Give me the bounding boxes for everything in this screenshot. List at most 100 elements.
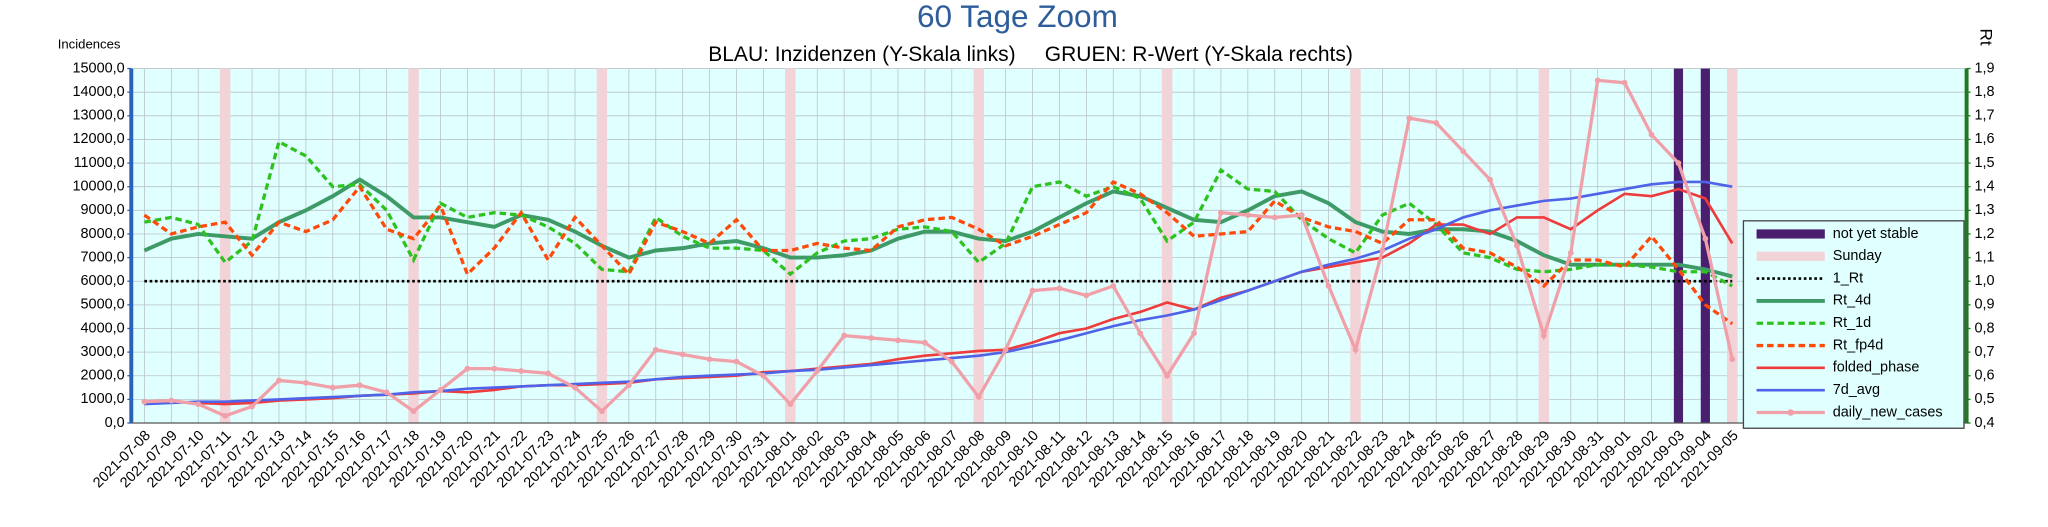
legend-label: not yet stable (1833, 226, 1919, 242)
y2-tick-label: 1,5 (1974, 155, 1994, 171)
point (545, 370, 551, 377)
y-tick-label: 5000,0 (81, 297, 125, 313)
point (1110, 283, 1117, 289)
y2-tick-label: 0,7 (1974, 344, 1994, 360)
y2-axis-label: Rt (1976, 29, 1995, 46)
y2-tick-label: 0,5 (1974, 391, 1994, 407)
point (437, 387, 444, 393)
point (706, 356, 713, 363)
point (302, 379, 309, 386)
point (1675, 160, 1682, 166)
point (787, 401, 794, 407)
band (1350, 68, 1361, 424)
y-tick-label: 6000,0 (81, 273, 125, 289)
point (1460, 148, 1467, 155)
y2-tick-label: 0,9 (1974, 297, 1994, 313)
point (572, 384, 578, 391)
point (975, 394, 982, 400)
legend-label: Rt_1d (1833, 315, 1872, 331)
y-tick-label: 0,0 (105, 415, 125, 431)
point (1244, 212, 1251, 218)
point (1164, 372, 1170, 379)
point (1487, 176, 1493, 183)
point (410, 408, 417, 415)
legend-label: Rt_fp4d (1833, 337, 1884, 353)
series-line (144, 78, 1734, 418)
point (356, 382, 363, 389)
y2-tick-label: 1,6 (1974, 131, 1994, 147)
series-line (143, 179, 1734, 326)
point (948, 358, 955, 365)
legend-label: daily_new_cases (1833, 404, 1943, 420)
point (464, 365, 471, 372)
legend-label: 7d_avg (1833, 382, 1880, 398)
point (1191, 330, 1197, 337)
y-tick-label: 2000,0 (81, 368, 125, 384)
point (383, 389, 390, 396)
point (1352, 346, 1359, 353)
legend-label: folded_phase (1833, 360, 1920, 376)
point (1271, 214, 1278, 221)
point (733, 358, 740, 365)
point (222, 413, 229, 419)
band (408, 68, 419, 424)
point (1621, 79, 1628, 86)
band (973, 68, 984, 424)
band (1727, 68, 1738, 424)
series-line (144, 139, 1734, 288)
point (1002, 346, 1009, 353)
point (518, 368, 525, 374)
y2-tick-label: 1,1 (1974, 249, 1994, 265)
y-tick-label: 15000,0 (73, 60, 125, 76)
chart-subtitle: BLAU: Inzidenzen (Y-Skala links) GRUEN: … (708, 43, 1353, 66)
point (814, 368, 821, 374)
y2-tick-label: 1,7 (1974, 108, 1994, 124)
band (1673, 68, 1684, 424)
point (1056, 285, 1063, 292)
band (785, 68, 796, 424)
y-tick-label: 4000,0 (81, 320, 125, 336)
point (1702, 235, 1709, 242)
band (1161, 68, 1173, 424)
point (1567, 249, 1574, 256)
series-line (143, 177, 1733, 279)
y-axis-label: Incidences (58, 36, 121, 51)
point (276, 377, 282, 384)
series-line (144, 180, 1733, 406)
y2-tick-label: 1,0 (1974, 273, 1994, 289)
point (1137, 330, 1144, 337)
y-tick-label: 13000,0 (73, 108, 125, 124)
y2-tick-label: 0,6 (1974, 368, 1994, 384)
y-tick-label: 10000,0 (73, 179, 125, 195)
y2-tick-label: 0,4 (1974, 415, 1994, 431)
y-tick-label: 11000,0 (74, 155, 125, 171)
point (1433, 120, 1440, 126)
y2-tick-label: 0,8 (1974, 320, 1994, 336)
point (1029, 287, 1036, 294)
point (1218, 209, 1224, 216)
y-tick-label: 1000,0 (81, 391, 125, 407)
point (599, 408, 605, 415)
point (841, 332, 848, 339)
point (1729, 356, 1736, 363)
point (1648, 131, 1655, 138)
y-tick-label: 8000,0 (81, 226, 125, 242)
point (1379, 247, 1386, 254)
legend-label: Sunday (1833, 248, 1883, 264)
point (1594, 77, 1601, 84)
y2-tick-label: 1,8 (1974, 84, 1994, 100)
chart-title: 60 Tage Zoom (917, 0, 1118, 34)
point (249, 403, 255, 410)
y2-tick-label: 1,2 (1974, 226, 1994, 242)
point (760, 372, 767, 379)
point (1298, 212, 1305, 218)
band (1538, 68, 1550, 424)
point (1406, 115, 1413, 122)
legend-marker (1787, 409, 1794, 416)
point (1325, 283, 1332, 289)
point (491, 365, 498, 372)
point (1514, 242, 1520, 249)
legend-label: 1_Rt (1833, 270, 1864, 286)
y-tick-label: 12000,0 (73, 131, 125, 147)
